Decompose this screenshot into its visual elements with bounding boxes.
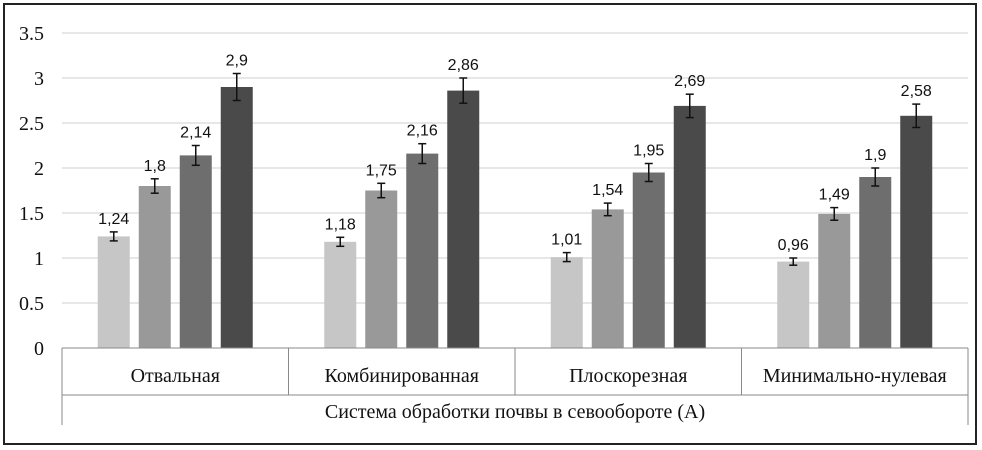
y-axis-ticks: 0 0.5 1 1.5 2 2.5 3 3.5	[19, 23, 44, 360]
data-label: 1,18	[325, 216, 356, 233]
data-label: 2,14	[180, 125, 211, 142]
data-label: 2,9	[226, 53, 248, 70]
data-label: 1,9	[864, 147, 886, 164]
bar	[591, 209, 624, 348]
data-label: 1,95	[633, 143, 664, 160]
y-tick-label: 3	[34, 68, 44, 90]
x-axis	[61, 347, 969, 425]
bar	[777, 261, 810, 348]
data-label: 1,8	[144, 158, 166, 175]
bar	[365, 190, 398, 348]
bar	[900, 115, 933, 348]
bar	[406, 153, 439, 348]
bar	[632, 172, 665, 348]
bar	[818, 213, 851, 348]
bar	[550, 257, 583, 348]
category-label: Минимально-нулевая	[763, 365, 947, 387]
bar	[138, 186, 171, 348]
data-label: 0,96	[778, 237, 809, 254]
y-tick-label: 0	[34, 338, 44, 360]
category-label: Плоскорезная	[569, 365, 687, 387]
y-tick-label: 1.5	[19, 203, 44, 225]
bar	[673, 105, 706, 349]
bar	[97, 236, 130, 348]
x-axis-title: Система обработки почвы в севообороте (А…	[325, 401, 705, 423]
y-tick-label: 3.5	[19, 23, 44, 45]
y-tick-label: 2	[34, 158, 44, 180]
category-labels: Отвальная Комбинированная Плоскорезная Мини…	[131, 365, 947, 387]
y-tick-label: 1	[34, 248, 44, 270]
bar	[179, 155, 212, 348]
y-tick-label: 2.5	[19, 113, 44, 135]
data-label: 1,75	[366, 162, 397, 179]
bar	[859, 177, 892, 348]
bar	[324, 241, 357, 348]
category-label: Отвальная	[131, 365, 220, 387]
data-label: 2,86	[448, 57, 479, 74]
bars	[97, 87, 933, 349]
data-label: 1,24	[98, 211, 129, 228]
data-labels: 1,24 1,18 1,01 0,96 1,8 1,75 1,54 1,49 2,14 2,16 1…	[98, 53, 932, 255]
bar	[447, 90, 480, 348]
data-label: 1,49	[819, 187, 850, 204]
data-label: 1,01	[551, 232, 582, 249]
data-label: 2,16	[407, 123, 438, 140]
error-bars	[109, 72, 921, 266]
bar	[220, 87, 253, 348]
y-tick-label: 0.5	[19, 293, 44, 315]
data-label: 2,58	[901, 83, 932, 100]
category-label: Комбинированная	[325, 365, 479, 387]
data-label: 2,69	[674, 73, 705, 90]
data-label: 1,54	[592, 182, 623, 199]
